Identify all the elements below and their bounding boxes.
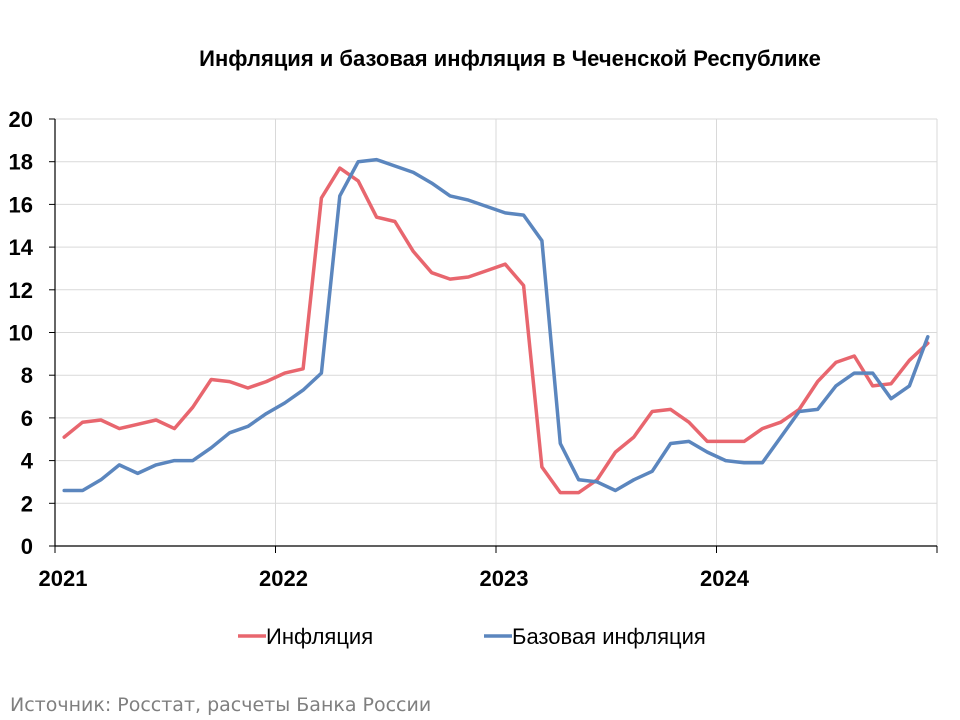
y-tick-label: 20 — [9, 107, 33, 132]
y-tick-label: 14 — [9, 235, 34, 260]
source-note: Источник: Росстат, расчеты Банка России — [10, 694, 432, 716]
y-tick-label: 10 — [9, 321, 33, 346]
y-tick-label: 2 — [21, 491, 33, 516]
chart-title: Инфляция и базовая инфляция в Чеченской … — [199, 46, 821, 71]
legend-label: Инфляция — [266, 624, 373, 649]
x-tick-label: 2024 — [700, 566, 750, 591]
y-tick-label: 16 — [9, 192, 33, 217]
axes: 0 2 4 6 8 10 12 14 16 18 20 2021 2022 2023 2024 — [9, 107, 938, 591]
y-tick-label: 18 — [9, 150, 33, 175]
y-tick-label: 0 — [21, 534, 33, 559]
x-tick-label: 2023 — [480, 566, 529, 591]
series-line-inflation — [62, 166, 930, 495]
legend: Инфляция Базовая инфляция — [238, 624, 706, 649]
series-lines — [62, 157, 930, 495]
y-tick-label: 12 — [9, 278, 33, 303]
legend-label: Базовая инфляция — [512, 624, 706, 649]
y-tick-label: 4 — [21, 449, 34, 474]
x-tick-label: 2021 — [39, 566, 88, 591]
y-tick-label: 6 — [21, 406, 33, 431]
grid — [55, 118, 938, 546]
y-tick-label: 8 — [21, 363, 33, 388]
x-tick-label: 2022 — [259, 566, 308, 591]
series-line-core-inflation — [62, 157, 930, 493]
